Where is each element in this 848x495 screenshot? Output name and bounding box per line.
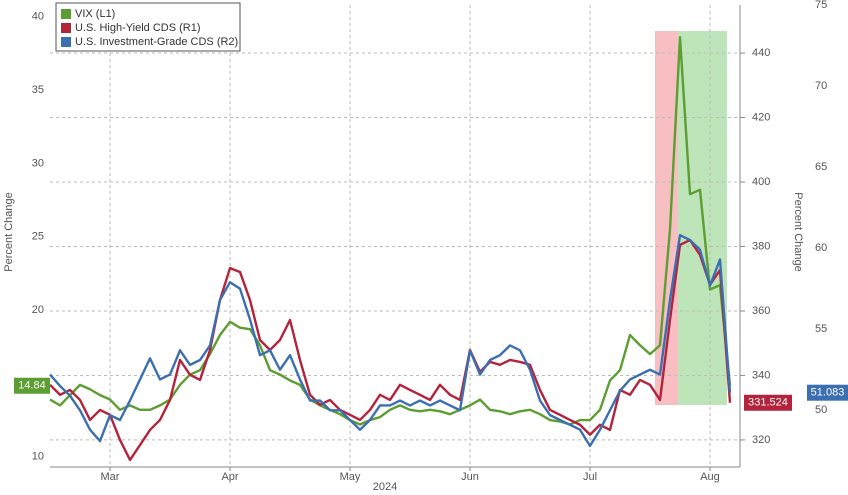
y-axis-label: Percent Change — [3, 192, 15, 272]
y3-tick-label: 55 — [815, 323, 827, 335]
y2-axis-label: Percent Change — [792, 192, 804, 272]
x-tick-label: May — [340, 471, 361, 483]
last-value-box — [14, 377, 50, 394]
x-tick-label: Apr — [221, 471, 238, 483]
y2-tick-label: 400 — [752, 176, 770, 188]
y-tick-label: 25 — [32, 231, 44, 243]
y-tick-label: 30 — [32, 157, 44, 169]
legend-swatch — [61, 37, 71, 47]
legend-label: U.S. High-Yield CDS (R1) — [75, 22, 201, 34]
y2-tick-label: 420 — [752, 111, 770, 123]
y2-tick-label: 320 — [752, 434, 770, 446]
y3-tick-label: 50 — [815, 404, 827, 416]
x-tick-label: Jun — [461, 471, 479, 483]
legend: VIX (L1) U.S. High-Yield CDS (R1) U.S. Inv… — [55, 2, 241, 52]
legend-swatch — [61, 9, 71, 19]
y3-tick-label: 75 — [815, 0, 827, 11]
x-tick-label: Aug — [700, 471, 720, 483]
legend-label: VIX (L1) — [75, 8, 115, 20]
last-value-label: 51.083 — [811, 387, 845, 399]
y3-tick-label: 65 — [815, 161, 827, 173]
x-axis-label: 2024 — [373, 481, 397, 493]
y-tick-label: 20 — [32, 304, 44, 316]
legend-box — [55, 2, 241, 52]
last-value-box — [744, 394, 792, 411]
y2-tick-label: 340 — [752, 369, 770, 381]
y2-tick-label: 440 — [752, 47, 770, 59]
legend-label: U.S. Investment-Grade CDS (R2) — [75, 36, 238, 48]
y-tick-label: 10 — [32, 451, 44, 463]
y-tick-label: 35 — [32, 84, 44, 96]
series-line — [49, 233, 732, 448]
y3-tick-label: 70 — [815, 80, 827, 92]
series-line — [49, 36, 732, 426]
last-value-box — [807, 384, 848, 401]
x-tick-label: Mar — [101, 471, 120, 483]
y2-tick-label: 380 — [752, 240, 770, 252]
series-line — [49, 238, 732, 462]
legend-swatch — [61, 23, 71, 33]
last-value-label: 14.84 — [18, 380, 46, 392]
last-value-label: 331.524 — [748, 397, 788, 409]
y2-tick-label: 360 — [752, 305, 770, 317]
y3-tick-label: 60 — [815, 242, 827, 254]
y-tick-label: 40 — [32, 11, 44, 23]
x-tick-label: Jul — [583, 471, 597, 483]
